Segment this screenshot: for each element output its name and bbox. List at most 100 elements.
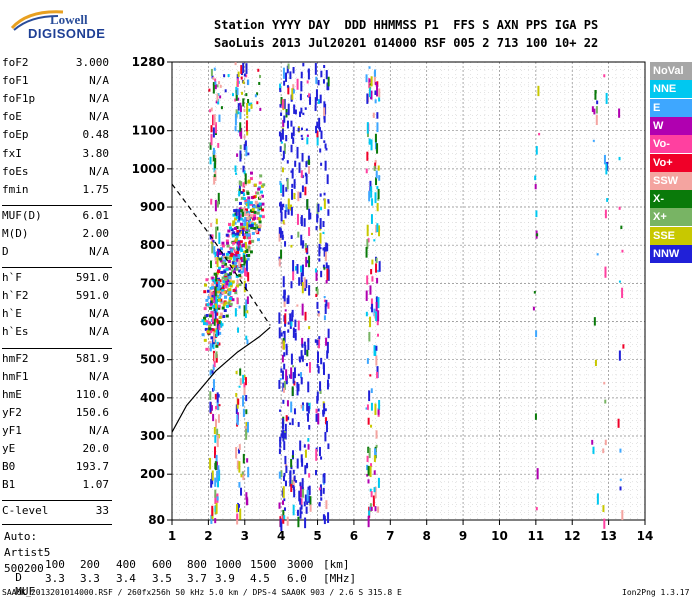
echo-point <box>251 222 255 226</box>
echo-point <box>304 494 307 502</box>
echo-point <box>214 477 217 487</box>
param-row-mufd: MUF(D) 6.01 <box>2 209 109 227</box>
echo-point <box>225 282 229 286</box>
echo-point <box>369 316 372 328</box>
echo-point <box>239 264 242 268</box>
echo-point <box>214 122 217 134</box>
y-tick-label: 300 <box>140 429 165 443</box>
echo-point <box>210 294 214 298</box>
echo-point <box>247 179 251 183</box>
echo-point <box>278 227 281 236</box>
echo-point <box>254 94 257 98</box>
echo-point <box>322 264 325 268</box>
param-key: C-level <box>2 504 49 518</box>
echo-point <box>225 265 229 269</box>
header-label-6: FFS <box>453 18 475 32</box>
echo-point <box>326 243 329 252</box>
echo-point <box>325 70 328 80</box>
echo-point <box>251 196 255 200</box>
echo-point <box>318 117 321 130</box>
echo-point <box>224 272 228 276</box>
header-value-3: 201 <box>344 36 367 50</box>
echo-point <box>306 413 309 416</box>
echo-point <box>237 103 240 111</box>
echo-point <box>242 98 245 107</box>
echo-point <box>258 204 262 208</box>
echo-point <box>209 401 212 413</box>
echo-point <box>315 76 318 84</box>
legend-entry-nne: NNE <box>650 80 692 99</box>
echo-point <box>376 112 379 119</box>
echo-point <box>368 331 371 342</box>
echo-point <box>227 250 231 254</box>
echo-point <box>239 275 243 279</box>
echo-point <box>299 111 302 118</box>
echo-point <box>258 181 262 185</box>
echo-point <box>301 303 304 316</box>
echo-point <box>209 457 212 470</box>
echo-point <box>242 219 246 223</box>
echo-point <box>326 174 329 185</box>
echo-point <box>300 511 303 514</box>
echo-point <box>259 174 263 178</box>
echo-point <box>287 86 290 95</box>
echo-point <box>327 443 330 450</box>
echo-point <box>303 218 306 227</box>
echo-point <box>378 225 381 237</box>
echo-point <box>261 208 265 212</box>
echo-point <box>223 270 227 274</box>
echo-point <box>320 206 323 211</box>
echo-point <box>374 506 377 512</box>
echo-point <box>286 160 289 164</box>
echo-point <box>372 112 375 118</box>
echo-point <box>219 292 223 296</box>
echo-point <box>249 209 253 213</box>
echo-point <box>314 105 317 112</box>
echo-point <box>289 313 292 322</box>
param-key: yF1 <box>2 423 22 437</box>
echo-point <box>211 505 214 516</box>
echo-point <box>535 146 538 155</box>
echo-point <box>245 120 248 132</box>
param-value: N/A <box>89 307 109 321</box>
echo-point <box>368 510 371 516</box>
echo-point <box>374 159 377 164</box>
param-row-hf2: h`F2 591.0 <box>2 289 109 307</box>
param-row-yf2: yF2 150.6 <box>2 406 109 424</box>
echo-point <box>279 83 282 90</box>
echo-point <box>233 240 237 244</box>
param-value: 1.07 <box>82 478 110 492</box>
echo-point <box>203 338 207 342</box>
echo-point <box>326 82 329 85</box>
muf-cell: 1500 <box>250 558 277 571</box>
echo-point <box>593 108 596 115</box>
echo-point <box>290 281 293 289</box>
echo-point <box>308 485 311 496</box>
echo-point <box>293 367 296 379</box>
echo-point <box>325 417 328 425</box>
echo-point <box>229 284 233 288</box>
echo-point <box>283 507 286 511</box>
echo-point <box>284 455 287 465</box>
echo-point <box>307 338 310 351</box>
echo-point <box>243 144 246 150</box>
echo-point <box>223 290 227 294</box>
echo-point <box>219 279 223 283</box>
echo-point <box>296 509 299 516</box>
echo-point <box>217 465 220 476</box>
echo-point <box>374 162 377 169</box>
echo-point <box>242 235 246 239</box>
echo-point <box>213 175 216 185</box>
echo-point <box>228 282 232 286</box>
echo-point <box>283 387 286 393</box>
param-row-md: M(D) 2.00 <box>2 227 109 245</box>
echo-point <box>217 249 221 253</box>
echo-point <box>218 290 221 294</box>
polarization-legend: NoVal NNE E W Vo- Vo+ SSW X- X+ SSE NNW <box>650 62 695 263</box>
echo-point <box>300 234 303 246</box>
echo-point <box>243 108 246 112</box>
echo-point <box>244 267 247 277</box>
echo-point <box>247 201 250 209</box>
echo-point <box>216 341 219 345</box>
echo-point <box>224 285 228 289</box>
